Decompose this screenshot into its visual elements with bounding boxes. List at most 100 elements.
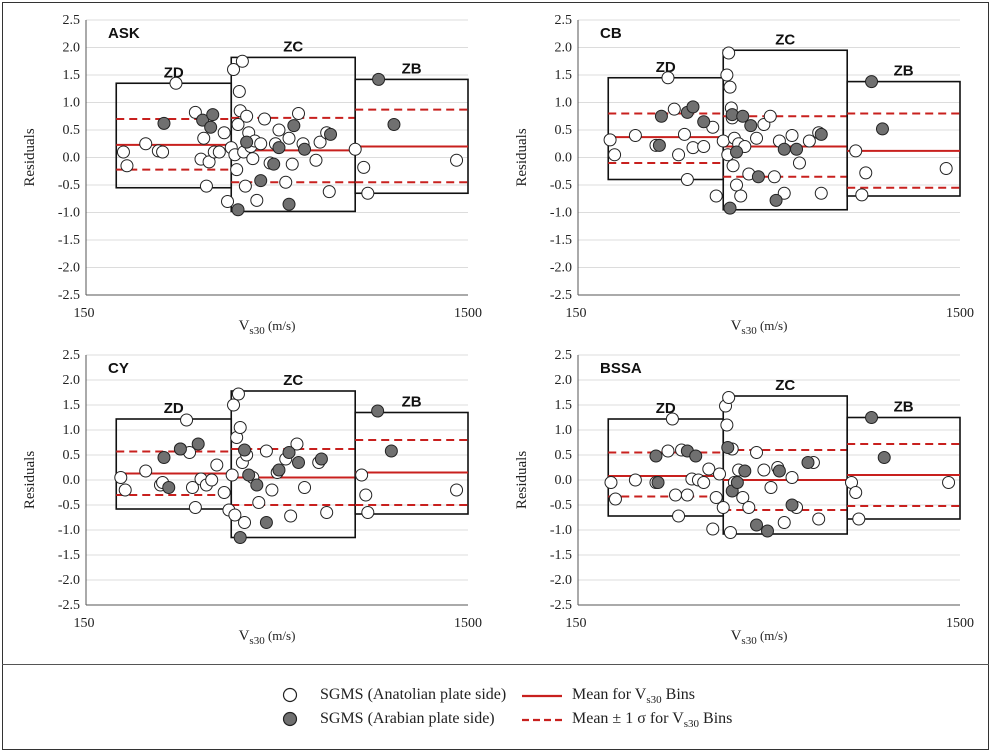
anatolian-point: [734, 189, 748, 203]
legend-item-mean: Mean for Vs30 Bins: [520, 686, 695, 706]
anatolian-point: [210, 458, 224, 472]
arabian-point: [272, 463, 286, 477]
arabian-point: [686, 100, 700, 114]
arabian-point: [769, 193, 783, 207]
anatolian-point: [939, 162, 953, 175]
arabian-point: [751, 170, 765, 184]
anatolian-point: [228, 508, 242, 522]
arabian-point: [721, 441, 735, 454]
arabian-point: [790, 142, 804, 156]
y-tick-label: 2.5: [63, 348, 81, 363]
anatolian-point: [792, 156, 806, 170]
anatolian-point: [709, 491, 723, 504]
filled-circle-icon: [282, 711, 298, 727]
x-tick-label: 150: [566, 306, 587, 321]
arabian-point: [738, 464, 752, 478]
y-axis-label: Residuals: [22, 128, 38, 186]
arabian-point: [384, 444, 398, 458]
arabian-point: [760, 524, 774, 538]
anatolian-point: [716, 134, 730, 148]
y-tick-label: 0.5: [555, 123, 573, 138]
anatolian-point: [199, 179, 213, 193]
anatolian-point: [672, 509, 686, 523]
bin-label: ZD: [164, 64, 184, 81]
arabian-point: [736, 109, 750, 123]
anatolian-point: [235, 54, 249, 68]
anatolian-point: [217, 486, 231, 499]
arabian-point: [267, 157, 281, 171]
arabian-point: [744, 119, 758, 133]
anatolian-point: [116, 145, 130, 159]
anatolian-point: [785, 129, 799, 142]
anatolian-point: [812, 512, 826, 526]
arabian-point: [272, 141, 286, 155]
x-axis-label: Vs30 (m/s): [731, 318, 788, 337]
charts-canvas: 2.5 2.0 1.5 1.0 0.5 0.0 -0.5 -1.0 -1.5 -2.0 -2.5 15…: [22, 13, 974, 647]
anatolian-point: [180, 413, 194, 427]
anatolian-point: [661, 444, 675, 458]
anatolian-point: [942, 476, 956, 489]
anatolian-point: [723, 526, 737, 539]
y-axis-label: Residuals: [22, 451, 38, 509]
bin-box: [354, 78, 469, 195]
y-tick-label: -1.5: [58, 233, 80, 248]
arabian-point: [196, 113, 210, 127]
arabian-point: [730, 145, 744, 159]
anatolian-point: [702, 462, 716, 476]
y-tick-label: -2.5: [550, 598, 572, 613]
x-axis-label: Vs30 (m/s): [239, 628, 296, 647]
anatolian-point: [686, 141, 700, 155]
anatolian-point: [348, 142, 362, 156]
anatolian-point: [720, 418, 734, 432]
anatolian-point: [227, 398, 241, 412]
y-tick-label: 1.0: [63, 96, 81, 111]
anatolian-point: [608, 492, 622, 506]
arabian-point: [206, 108, 220, 122]
arabian-point: [689, 449, 703, 463]
arabian-point: [204, 120, 218, 134]
anatolian-point: [259, 444, 273, 458]
y-tick-label: -2.0: [58, 573, 80, 588]
anatolian-point: [272, 123, 286, 137]
anatolian-point: [665, 412, 679, 426]
anatolian-point: [608, 148, 622, 162]
anatolian-point: [849, 486, 863, 499]
anatolian-point: [361, 506, 375, 519]
legend-label-arabian: SGMS (Arabian plate side): [320, 710, 495, 727]
y-tick-label: 1.0: [555, 96, 573, 111]
arabian-point: [725, 108, 739, 122]
arabian-point: [282, 197, 296, 211]
anatolian-point: [757, 463, 771, 477]
chart-panel-ask: 2.5 2.0 1.5 1.0 0.5 0.0 -0.5 -1.0 -1.5 -2.0 -2.5 15…: [22, 13, 482, 337]
y-tick-label: 2.0: [555, 41, 573, 56]
arabian-point: [801, 456, 815, 469]
chart-panel-cb: 2.5 2.0 1.5 1.0 0.5 0.0 -0.5 -1.0 -1.5 -2.0 -2.5 15…: [514, 13, 974, 337]
anatolian-point: [320, 506, 334, 519]
y-tick-label: 1.0: [63, 423, 81, 438]
anatolian-point: [814, 186, 828, 200]
arabian-point: [162, 481, 176, 494]
y-axis-label: Residuals: [514, 128, 530, 186]
arabian-point: [238, 443, 252, 457]
y-tick-label: -0.5: [58, 178, 80, 193]
anatolian-point: [713, 467, 727, 481]
anatolian-point: [722, 46, 736, 60]
arabian-point: [287, 119, 301, 133]
anatolian-point: [855, 188, 869, 202]
y-tick-label: -1.5: [58, 548, 80, 563]
y-tick-label: 0.5: [63, 448, 81, 463]
y-tick-label: 2.0: [63, 41, 81, 56]
arabian-point: [723, 201, 737, 215]
model-title: CY: [108, 360, 129, 377]
anatolian-point: [282, 131, 296, 145]
arabian-point: [259, 516, 273, 529]
y-tick-label: -0.5: [550, 178, 572, 193]
legend-item-arabian: SGMS (Arabian plate side): [268, 710, 495, 728]
arabian-point: [814, 127, 828, 141]
arabian-point: [157, 451, 171, 464]
anatolian-point: [221, 195, 235, 208]
anatolian-point: [785, 471, 799, 484]
anatolian-point: [212, 145, 226, 159]
anatolian-point: [169, 76, 183, 90]
y-tick-label: -1.5: [550, 548, 572, 563]
